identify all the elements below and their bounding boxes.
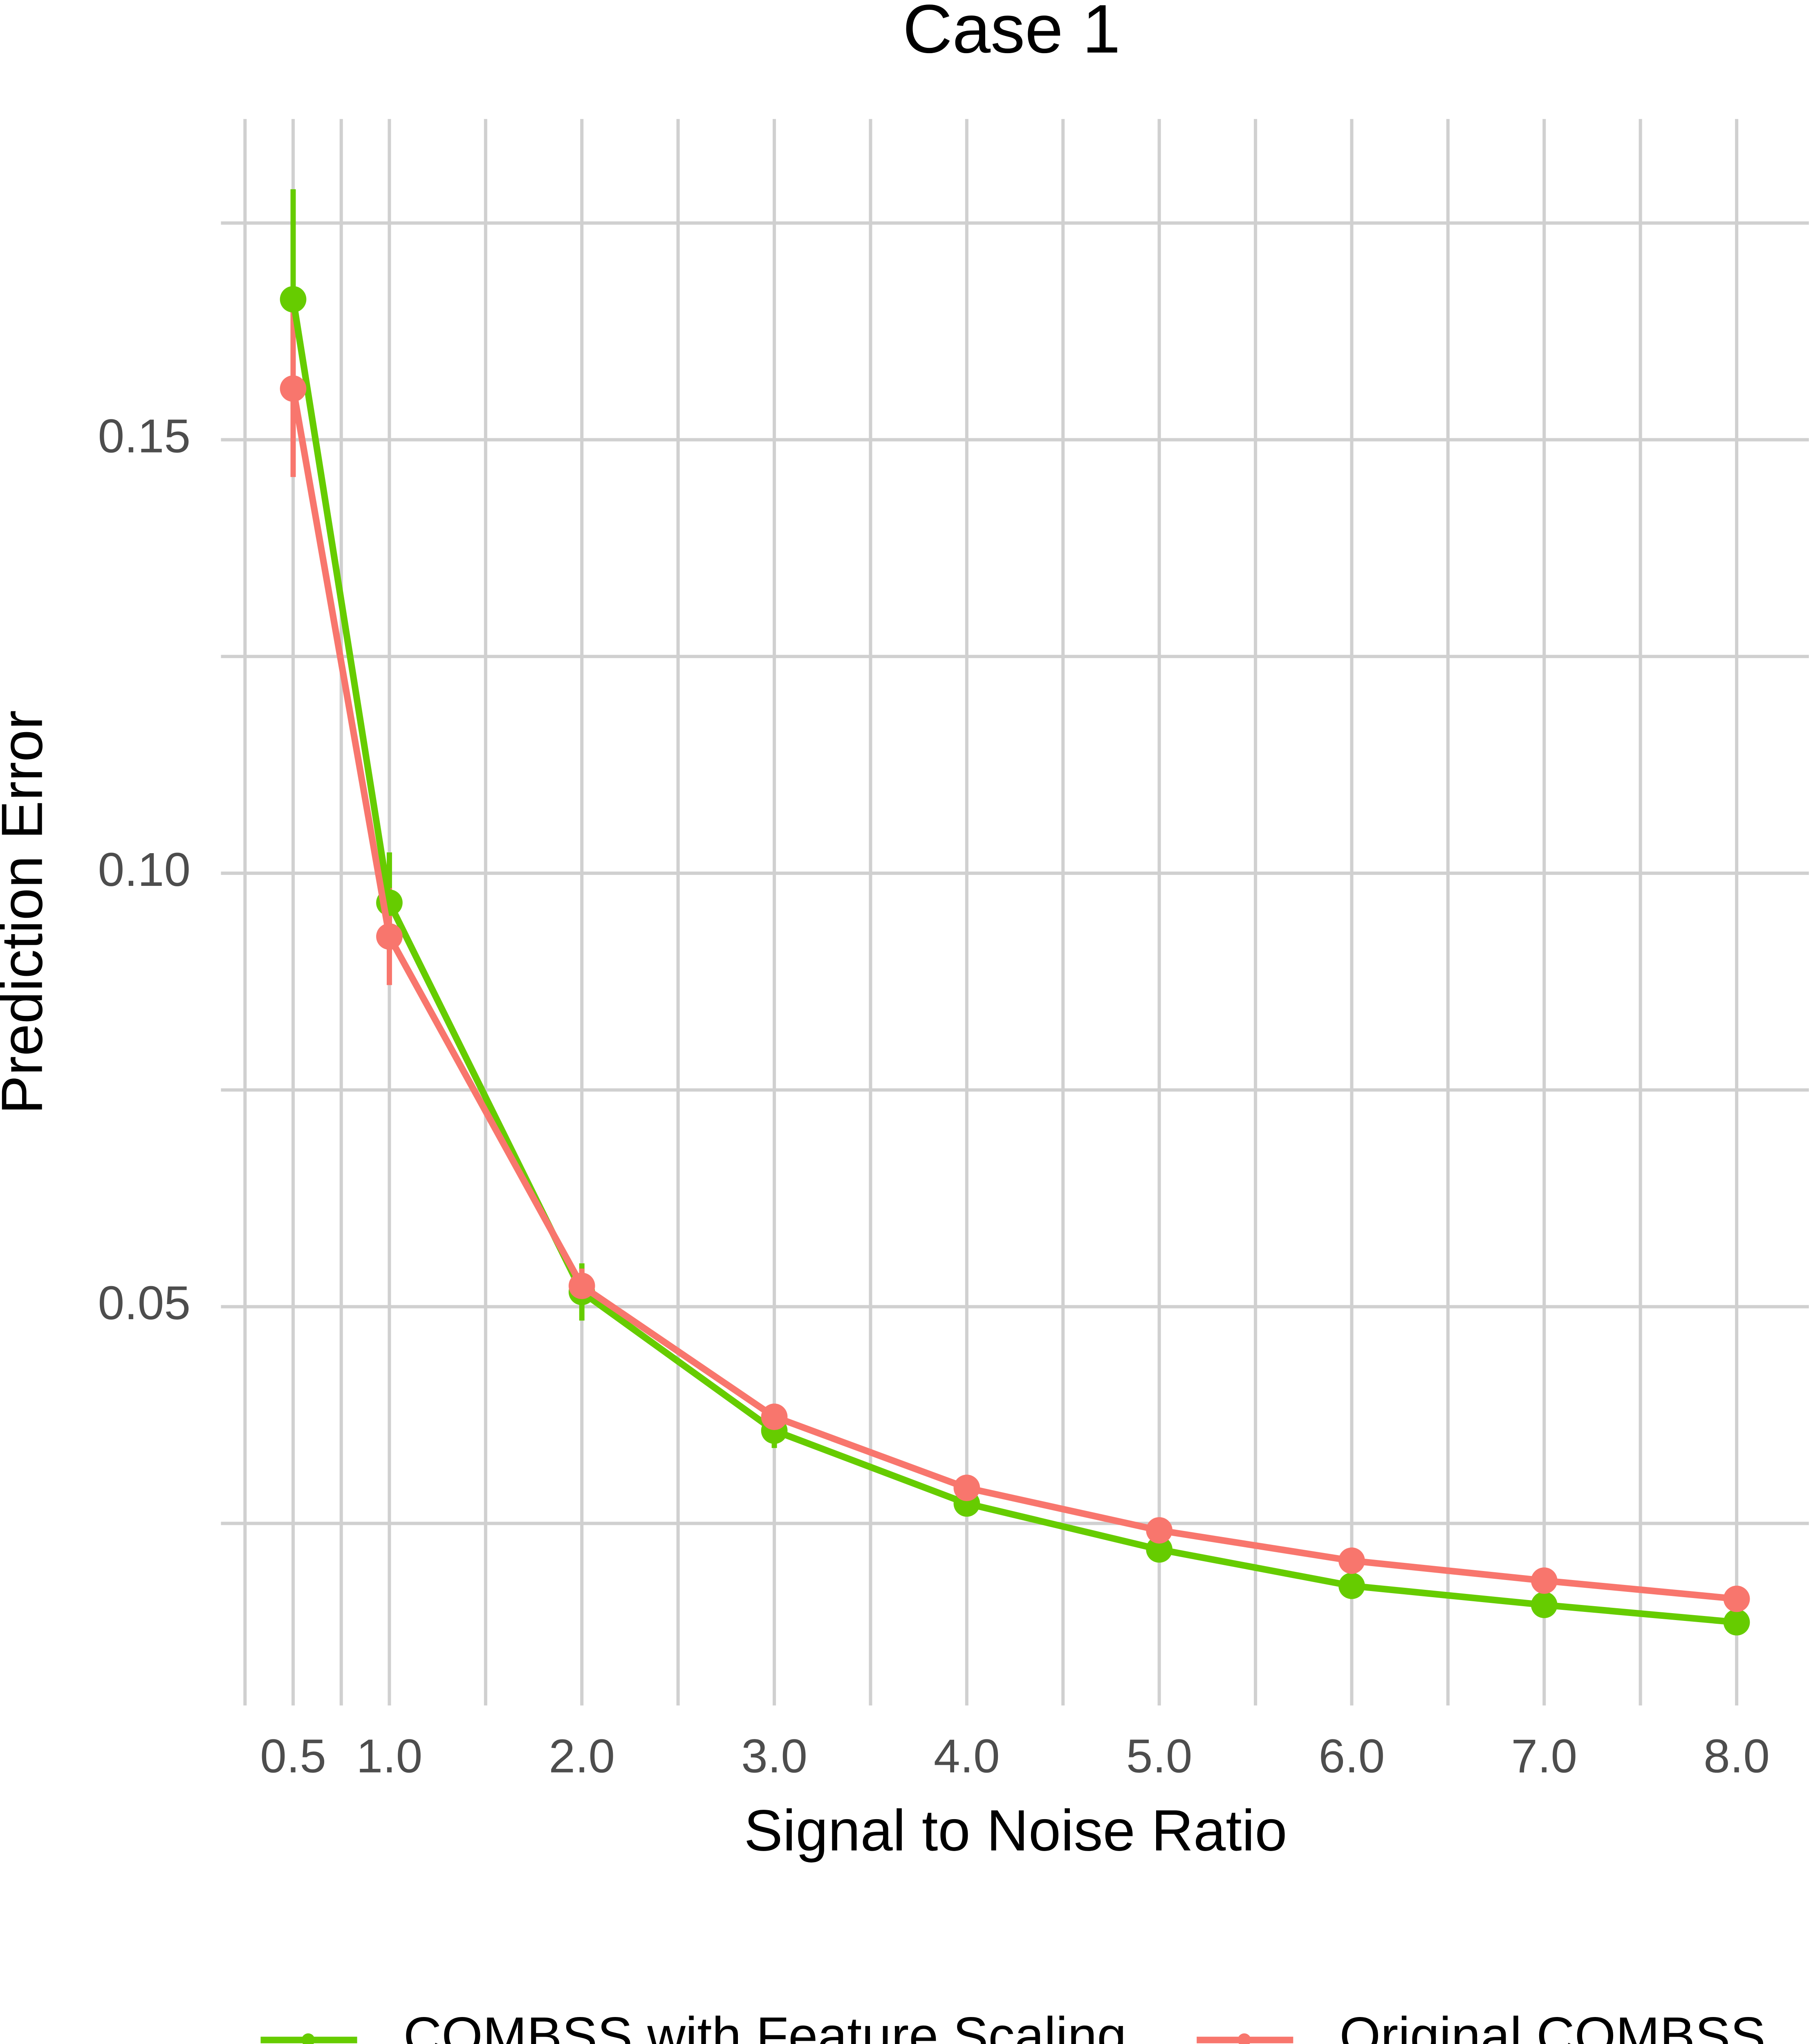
data-point	[280, 286, 307, 313]
data-point	[1146, 1536, 1172, 1563]
legend-label: COMBSS with Feature Scaling	[403, 2006, 1127, 2044]
data-point	[1338, 1572, 1365, 1599]
x-tick-label: 4.0	[934, 1729, 1000, 1782]
data-point	[376, 923, 403, 950]
x-axis-label: Signal to Noise Ratio	[744, 1798, 1287, 1863]
x-tick-label: 3.0	[741, 1729, 807, 1782]
x-tick-label: 0.5	[260, 1729, 326, 1782]
data-point	[1338, 1547, 1365, 1574]
x-tick-label: 5.0	[1126, 1729, 1193, 1782]
y-tick-label: 0.05	[98, 1276, 191, 1329]
series-line	[290, 388, 1737, 1602]
data-point	[1723, 1585, 1750, 1612]
x-tick-label: 8.0	[1704, 1729, 1770, 1782]
series-line	[290, 298, 1737, 1626]
data-point	[280, 375, 307, 402]
legend-key-point	[1237, 2033, 1251, 2044]
data-point	[761, 1403, 788, 1430]
chart-title: Case 1	[903, 0, 1121, 67]
data-point	[1723, 1609, 1750, 1636]
x-tick-label: 7.0	[1511, 1729, 1577, 1782]
x-tick-label: 6.0	[1319, 1729, 1385, 1782]
data-point	[1531, 1591, 1558, 1618]
data-point	[568, 1273, 595, 1299]
data-point	[1146, 1517, 1172, 1544]
legend-label: Original COMBSS	[1340, 2006, 1766, 2044]
x-tick-label: 2.0	[549, 1729, 615, 1782]
data-point	[953, 1475, 980, 1501]
x-tick-label: 1.0	[356, 1729, 423, 1782]
y-tick-label: 0.15	[98, 409, 191, 462]
legend-key-point	[301, 2033, 315, 2044]
y-axis-label: Prediction Error	[0, 710, 55, 1114]
y-tick-label: 0.10	[98, 843, 191, 896]
data-point	[1531, 1567, 1558, 1594]
